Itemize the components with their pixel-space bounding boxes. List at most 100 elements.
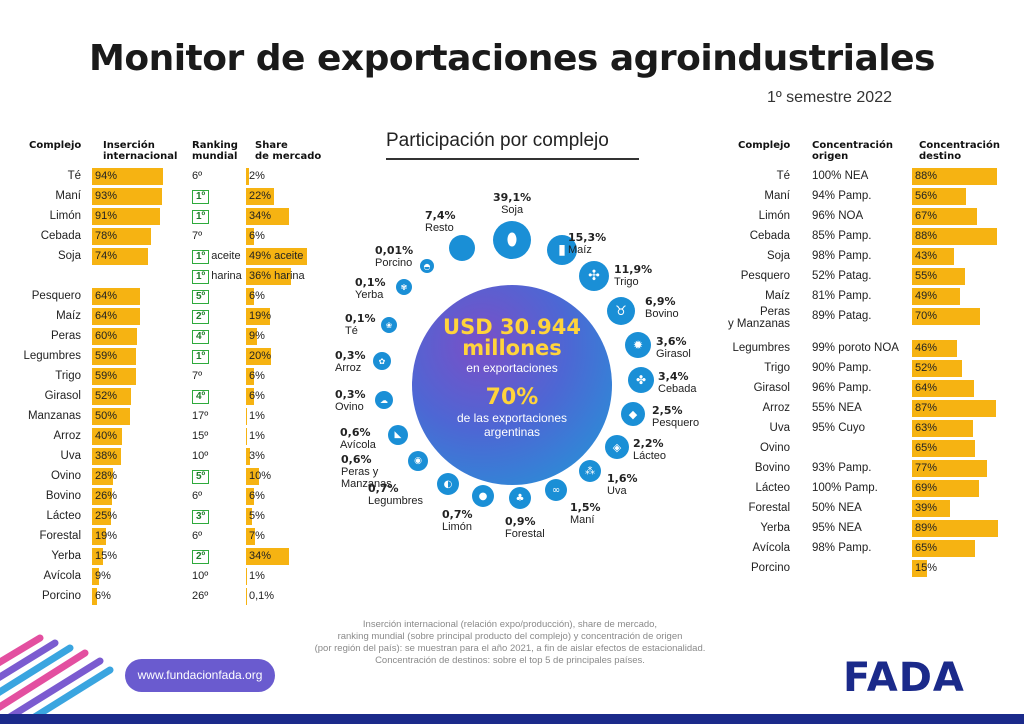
ranking-badge: 4º <box>192 330 210 344</box>
share-bar <box>246 328 258 345</box>
slice-label: 2,2% Lácteo <box>633 437 666 463</box>
complejo-name: Limón <box>758 210 790 222</box>
ranking-value: 17º <box>192 410 209 422</box>
ranking-value: 6º <box>192 170 203 182</box>
slice-label: 1,6% Uva <box>607 473 638 498</box>
share-label: 9% <box>249 330 265 342</box>
destino-label: 56% <box>915 190 938 202</box>
right-table-row: Porcino 15% <box>0 560 1024 578</box>
ranking-cell: 4º <box>192 390 210 404</box>
insercion-label: 52% <box>95 390 118 402</box>
destino-bar <box>912 520 999 537</box>
destino-label: 49% <box>915 290 938 302</box>
slice-value: 0,1% <box>355 276 386 289</box>
share-bar <box>246 308 270 325</box>
insercion-label: 59% <box>95 370 118 382</box>
destino-bar <box>912 560 927 577</box>
complejo-name: Té <box>67 170 81 182</box>
left-header-complejo: Complejo <box>29 140 82 151</box>
complejo-name: Limón <box>49 210 81 222</box>
destino-label: 65% <box>915 442 938 454</box>
insercion-label: 6% <box>95 590 111 602</box>
ranking-value: 7º <box>192 230 203 242</box>
apple-icon: ◉ <box>408 451 428 471</box>
share-bar <box>246 548 289 565</box>
destino-bar <box>912 248 954 265</box>
slice-label: 6,9% Bovino <box>645 296 679 321</box>
share-label: 20% <box>249 350 272 362</box>
slice-value: 2,2% <box>633 437 664 450</box>
right-table-row: Té 100% NEA 88% <box>0 168 1024 186</box>
destino-label: 64% <box>915 382 938 394</box>
share-label: 6% <box>249 290 265 302</box>
ranking-cell: 1º <box>192 190 210 204</box>
insercion-label: 38% <box>95 450 118 462</box>
origen-value: 96% NOA <box>812 210 864 222</box>
insercion-label: 50% <box>95 410 118 422</box>
fish-icon: ◆ <box>621 402 645 426</box>
slice-value: 0,6% <box>340 426 371 439</box>
right-header-origen: Concentración origen <box>812 140 893 162</box>
ranking-suffix: aceite <box>211 250 241 262</box>
origen-value: 85% Pamp. <box>812 230 872 242</box>
slice-name: Maní <box>570 514 595 526</box>
share-bar <box>246 428 248 445</box>
complejo-name: Ovino <box>759 442 790 454</box>
left-table-row: Bovino 26% 6º 6% <box>0 488 340 506</box>
slice-label: 1,5% Maní <box>570 502 601 527</box>
total-exports-circle: USD 30.944 millones en exportaciones 70% … <box>412 285 612 485</box>
right-table-row: Trigo 90% Pamp. 52% <box>0 360 1024 378</box>
insercion-label: 74% <box>95 250 118 262</box>
ranking-value: 10º <box>192 450 209 462</box>
left-table-row: Cebada 78% 7º 6% <box>0 228 340 246</box>
destino-bar <box>912 208 977 225</box>
right-table-row: Legumbres 99% poroto NOA 46% <box>0 340 1024 358</box>
insercion-label: 64% <box>95 290 118 302</box>
left-table-row: Maíz 64% 2º 19% <box>0 308 340 326</box>
ranking-badge: 1º <box>192 210 210 224</box>
left-table-row: 1º harina 36% harina <box>0 268 340 286</box>
slice-name: Legumbres <box>368 495 424 507</box>
insercion-label: 40% <box>95 430 118 442</box>
footnote: Inserción internacional (relación expo/p… <box>314 619 706 666</box>
ranking-badge: 5º <box>192 470 210 484</box>
page-title: Monitor de exportaciones agroindustriale… <box>89 38 935 79</box>
complejo-name: Maíz <box>765 290 790 302</box>
insercion-bar <box>92 328 137 345</box>
right-table-row: Bovino 93% Pamp. 77% <box>0 460 1024 478</box>
insercion-bar <box>92 308 140 325</box>
left-table-row: Legumbres 59% 1º 20% <box>0 348 340 366</box>
slice-name: Pesquero <box>652 417 700 429</box>
complejo-name: Lácteo <box>46 510 81 522</box>
slice-name: Limón <box>442 521 472 533</box>
origen-value: 81% Pamp. <box>812 290 872 302</box>
ranking-cell: 7º <box>192 230 202 242</box>
complejo-name: Maíz <box>56 310 81 322</box>
destino-label: 15% <box>915 562 938 574</box>
origen-value: 98% Pamp. <box>812 250 872 262</box>
tea-icon: ❀ <box>381 317 397 333</box>
insercion-bar <box>92 588 97 605</box>
destino-bar <box>912 288 960 305</box>
slice-label: 3,6% Girasol <box>656 336 691 361</box>
ranking-cell: 3º <box>192 510 210 524</box>
share-label: 6% <box>249 230 265 242</box>
slice-value: 2,5% <box>652 404 683 417</box>
right-table-row: Arroz 55% NEA 87% <box>0 400 1024 418</box>
insercion-bar <box>92 188 162 205</box>
share-label: 0,1% <box>249 590 275 602</box>
complejo-name: Bovino <box>754 462 790 474</box>
complejo-name: Manzanas <box>27 410 81 422</box>
share-of-exports: 70% <box>485 385 539 410</box>
left-table-row: Girasol 52% 4º 6% <box>0 388 340 406</box>
right-table-row: Lácteo 100% Pamp. 69% <box>0 480 1024 498</box>
slice-value: 15,3% <box>568 231 607 244</box>
destino-bar <box>912 540 976 557</box>
slice-label: 0,6% Avícola <box>340 426 376 452</box>
slice-name: Trigo <box>614 276 639 288</box>
share-bar <box>246 568 248 585</box>
website-link[interactable]: www.fundacionfada.org <box>125 659 275 692</box>
slice-label: 7,4% Resto <box>425 210 456 235</box>
destino-bar <box>912 360 963 377</box>
slice-label: 0,3% Arroz <box>335 350 366 375</box>
